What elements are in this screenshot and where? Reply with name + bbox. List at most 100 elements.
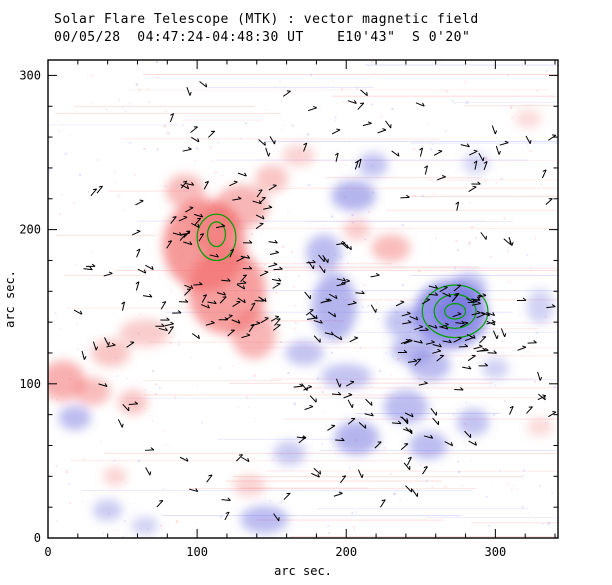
field-vector [345, 380, 355, 387]
x-tick-label: 300 [485, 545, 507, 559]
noise-speckle [138, 88, 141, 92]
noise-speckle [279, 341, 282, 344]
noise-speckle [121, 107, 124, 110]
positive-polarity-blob [255, 164, 289, 193]
noise-speckle [339, 181, 342, 184]
field-vector [403, 462, 411, 471]
plot-title: Solar Flare Telescope (MTK) : vector mag… [54, 12, 479, 27]
noise-streak [292, 387, 558, 389]
field-vector [241, 333, 251, 339]
field-vector [364, 412, 374, 417]
field-vector [170, 216, 177, 224]
noise-speckle [321, 391, 324, 394]
field-vector [347, 100, 357, 104]
noise-speckle [489, 229, 491, 232]
noise-speckle [510, 488, 513, 491]
noise-speckle [136, 290, 139, 293]
noise-speckle [216, 143, 218, 145]
noise-speckle [461, 516, 463, 518]
field-vector [479, 347, 489, 352]
field-vector [478, 362, 489, 367]
field-vector [168, 326, 174, 335]
noise-speckle [348, 466, 351, 469]
noise-streak [225, 480, 442, 482]
field-vector [237, 297, 246, 304]
noise-speckle [214, 171, 217, 174]
noise-speckle [297, 275, 300, 278]
noise-speckle [364, 291, 366, 294]
field-vector [406, 456, 412, 466]
noise-speckle [457, 409, 459, 411]
noise-streak [211, 290, 558, 292]
noise-speckle [316, 377, 320, 380]
noise-speckle [135, 83, 139, 86]
field-vector [184, 288, 192, 296]
noise-speckle [202, 391, 205, 393]
noise-speckle [341, 100, 344, 103]
field-vector [86, 263, 96, 267]
field-vector [268, 184, 277, 191]
noise-streak [227, 267, 558, 269]
noise-speckle [485, 495, 488, 498]
field-vector [255, 222, 264, 230]
noise-speckle [81, 500, 84, 503]
field-vector [334, 152, 339, 162]
field-vector [400, 194, 410, 199]
noise-speckle [556, 376, 558, 378]
noise-speckle [253, 374, 256, 377]
noise-speckle [113, 169, 117, 173]
noise-speckle [144, 268, 146, 270]
field-vector [90, 188, 98, 197]
noise-speckle [499, 470, 501, 472]
noise-speckle [73, 202, 75, 204]
noise-speckle [299, 441, 301, 444]
noise-speckle [370, 103, 373, 106]
x-tick-label: 100 [186, 545, 208, 559]
noise-speckle [76, 323, 78, 326]
noise-speckle [380, 115, 383, 118]
noise-streak [467, 328, 539, 330]
noise-speckle [57, 119, 60, 122]
noise-speckle [451, 100, 454, 102]
noise-speckle [511, 484, 514, 487]
field-vector [263, 205, 273, 210]
field-vector [303, 385, 312, 391]
noise-speckle [465, 402, 467, 404]
noise-speckle [200, 421, 203, 424]
noise-speckle [177, 343, 181, 346]
noise-speckle [345, 164, 347, 166]
field-contour [433, 293, 477, 329]
noise-speckle [159, 524, 163, 527]
noise-speckle [169, 445, 171, 447]
plot-frame [47, 59, 559, 539]
x-tick-label: 200 [335, 545, 357, 559]
field-vector [191, 333, 200, 340]
noise-speckle [504, 400, 506, 403]
field-vector [483, 161, 488, 171]
noise-speckle [371, 385, 373, 388]
field-vector [370, 273, 380, 278]
field-vector [525, 135, 532, 144]
field-vector [155, 323, 165, 327]
field-vector [340, 278, 350, 284]
noise-speckle [165, 444, 168, 446]
field-vector [453, 336, 462, 343]
field-vector [419, 147, 424, 157]
positive-polarity-blob [91, 339, 131, 367]
field-vector [331, 128, 341, 135]
noise-streak [142, 73, 558, 75]
noise-speckle [114, 180, 116, 183]
noise-speckle [468, 234, 470, 236]
field-contour [196, 213, 237, 262]
field-vector [336, 277, 346, 282]
noise-speckle [453, 267, 456, 270]
noise-speckle [503, 407, 505, 409]
noise-speckle [391, 107, 394, 110]
noise-streak [114, 270, 558, 272]
field-vector [184, 284, 194, 290]
field-vector [453, 284, 462, 292]
positive-polarity-blob [343, 218, 371, 241]
field-vector [184, 181, 195, 186]
field-vector [236, 284, 246, 290]
